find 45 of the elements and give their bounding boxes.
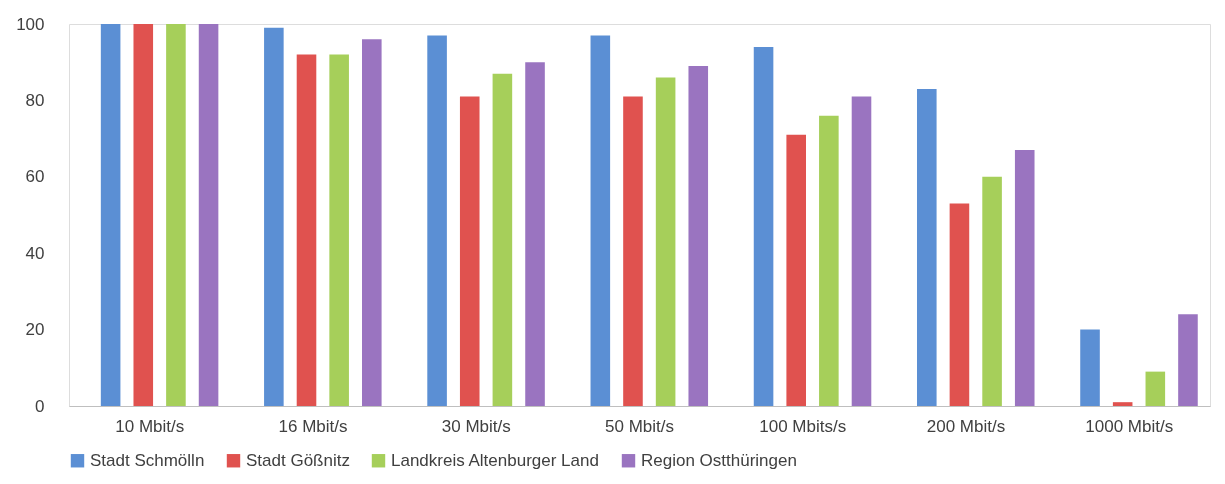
legend-label: Region Ostthüringen — [641, 450, 797, 470]
bar — [198, 24, 219, 406]
x-tick-label: 30 Mbit/s — [441, 416, 511, 436]
x-tick-label: 1000 Mbit/s — [1085, 416, 1174, 436]
x-tick-label: 50 Mbit/s — [605, 416, 674, 436]
y-tick-label: 80 — [25, 90, 45, 110]
bar — [590, 35, 611, 406]
bar — [688, 66, 709, 406]
y-tick-label: 20 — [25, 320, 45, 340]
bar — [1112, 402, 1133, 406]
bar — [100, 24, 121, 406]
x-tick-label: 200 Mbit/s — [926, 416, 1006, 436]
x-tick-label: 16 Mbit/s — [278, 416, 348, 436]
bar — [917, 88, 937, 406]
bar — [133, 24, 154, 406]
x-tick-label: 100 Mbits/s — [759, 416, 847, 436]
bar — [1178, 314, 1198, 406]
bar — [329, 54, 349, 406]
bar — [296, 54, 317, 406]
y-tick-label: 0 — [35, 396, 45, 416]
bar — [1080, 329, 1100, 406]
bar — [459, 96, 480, 406]
y-tick-label: 100 — [16, 14, 45, 34]
bar — [655, 77, 676, 406]
legend-label: Landkreis Altenburger Land — [391, 450, 599, 470]
bar — [492, 73, 513, 406]
bar — [362, 39, 382, 406]
legend-label: Stadt Schmölln — [90, 450, 205, 470]
bar — [1014, 150, 1035, 406]
bar — [786, 134, 806, 406]
bar — [949, 203, 970, 406]
bar — [264, 27, 284, 406]
y-tick-label: 40 — [25, 243, 45, 263]
bar — [525, 62, 545, 406]
bar — [1145, 371, 1166, 406]
x-tick-label: 10 Mbit/s — [115, 416, 185, 436]
bar — [982, 176, 1002, 406]
bar — [819, 115, 839, 406]
y-tick-label: 60 — [25, 167, 45, 187]
bar — [753, 46, 774, 406]
legend-label: Stadt Gößnitz — [246, 450, 350, 470]
bar — [623, 96, 643, 406]
bar — [166, 24, 186, 406]
bar — [851, 96, 872, 406]
bar — [427, 35, 447, 406]
